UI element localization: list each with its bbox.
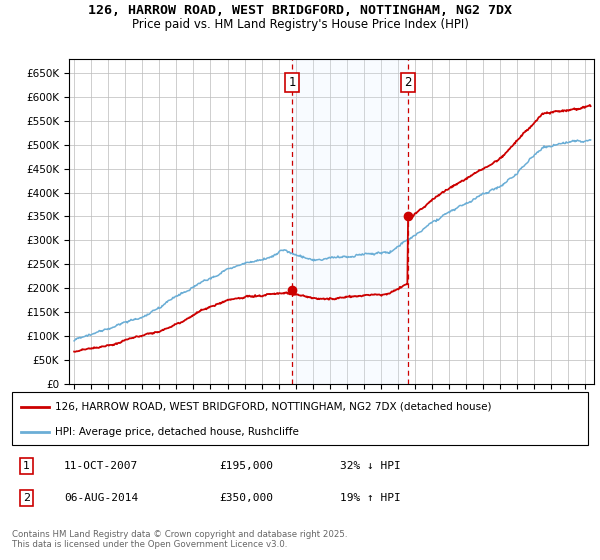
Text: £350,000: £350,000 [220, 493, 274, 503]
Text: This data is licensed under the Open Government Licence v3.0.: This data is licensed under the Open Gov… [12, 540, 287, 549]
Text: 32% ↓ HPI: 32% ↓ HPI [340, 461, 401, 471]
Text: 126, HARROW ROAD, WEST BRIDGFORD, NOTTINGHAM, NG2 7DX (detached house): 126, HARROW ROAD, WEST BRIDGFORD, NOTTIN… [55, 402, 492, 412]
Text: 2: 2 [23, 493, 30, 503]
Text: £195,000: £195,000 [220, 461, 274, 471]
Text: 1: 1 [288, 76, 296, 89]
Text: 06-AUG-2014: 06-AUG-2014 [64, 493, 138, 503]
Bar [292, 59, 408, 384]
Text: HPI: Average price, detached house, Rushcliffe: HPI: Average price, detached house, Rush… [55, 427, 299, 437]
FancyBboxPatch shape [12, 392, 588, 445]
Text: 2: 2 [404, 76, 412, 89]
Text: Contains HM Land Registry data © Crown copyright and database right 2025.: Contains HM Land Registry data © Crown c… [12, 530, 347, 539]
Text: Price paid vs. HM Land Registry's House Price Index (HPI): Price paid vs. HM Land Registry's House … [131, 18, 469, 31]
Text: 19% ↑ HPI: 19% ↑ HPI [340, 493, 401, 503]
Text: 1: 1 [23, 461, 30, 471]
Text: 11-OCT-2007: 11-OCT-2007 [64, 461, 138, 471]
Text: 126, HARROW ROAD, WEST BRIDGFORD, NOTTINGHAM, NG2 7DX: 126, HARROW ROAD, WEST BRIDGFORD, NOTTIN… [88, 4, 512, 17]
